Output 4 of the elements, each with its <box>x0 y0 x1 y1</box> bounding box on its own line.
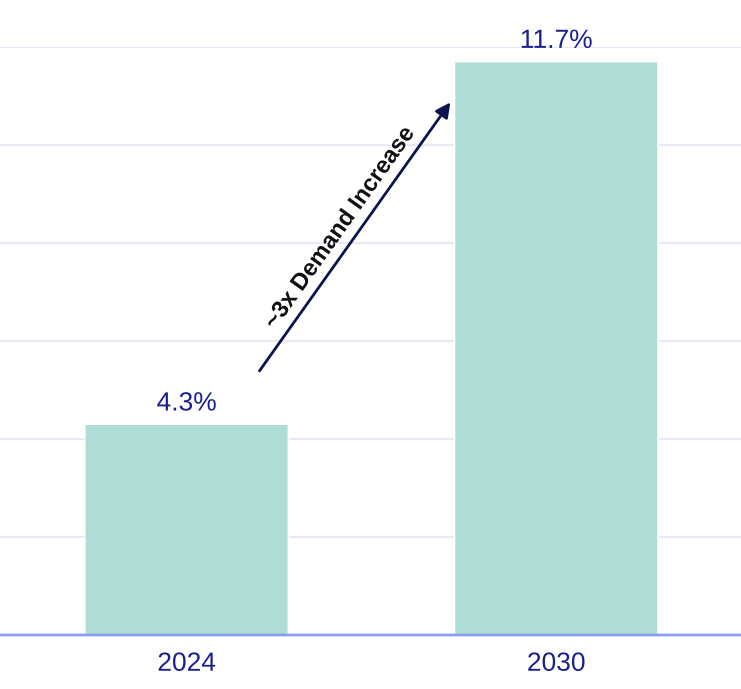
x-tick-label: 2030 <box>528 652 585 672</box>
data-label: 4.3% <box>157 392 216 411</box>
data-label: 11.7% <box>522 30 592 48</box>
x-tick-label: 2024 <box>158 652 216 672</box>
